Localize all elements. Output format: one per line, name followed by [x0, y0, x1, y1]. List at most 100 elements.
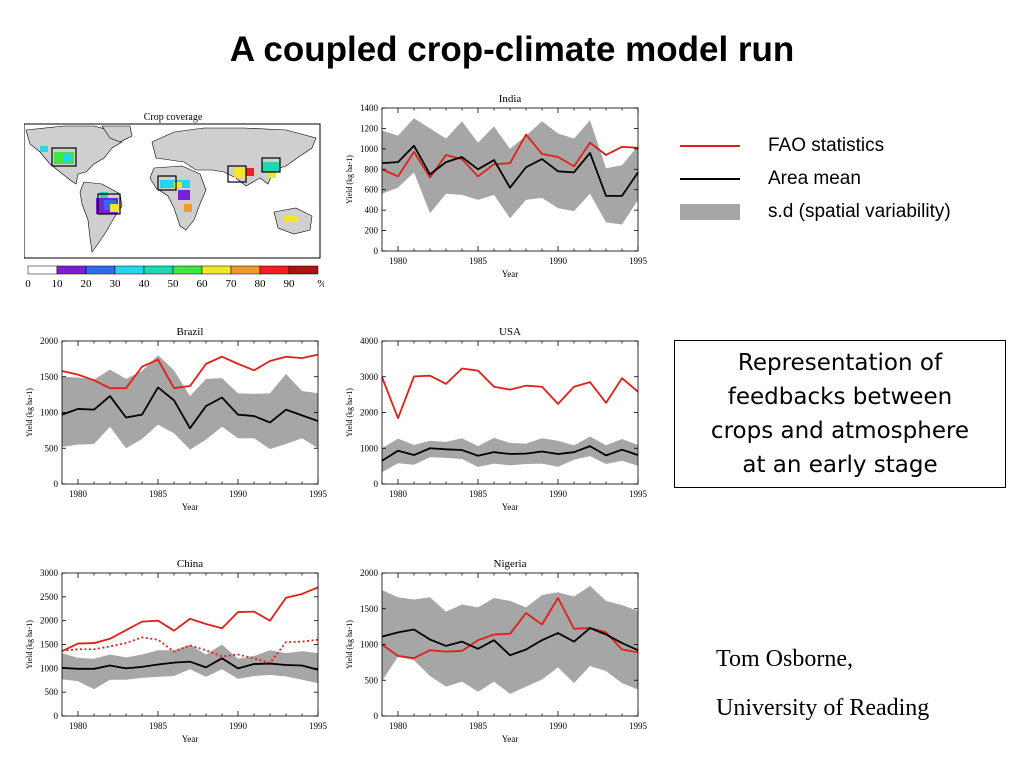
legend-area-mean-swatch	[680, 178, 740, 180]
colorbar-swatch	[230, 265, 261, 275]
y-tick-label: 500	[45, 443, 59, 453]
fao-line	[381, 367, 639, 420]
credit-affiliation: University of Reading	[716, 695, 930, 721]
y-tick-label: 1000	[360, 640, 379, 650]
chart-title: Brazil	[177, 326, 204, 338]
y-tick-label: 0	[54, 711, 59, 721]
area-mean-line	[381, 144, 639, 197]
y-tick-label: 800	[365, 164, 379, 174]
colorbar-tick-label: 60	[197, 278, 209, 290]
legend-sd-swatch	[680, 204, 740, 220]
chart-title: USA	[499, 326, 521, 338]
x-tick-label: 1990	[549, 721, 568, 731]
chart-title: India	[499, 93, 522, 105]
y-tick-label: 4000	[360, 336, 379, 346]
area-mean-line	[381, 627, 639, 657]
y-axis-label: Yield (kg ha-1)	[25, 620, 34, 669]
y-tick-label: 400	[365, 205, 379, 215]
y-tick-label: 200	[365, 226, 379, 236]
y-axis-label: Yield (kg ha-1)	[345, 155, 354, 204]
colorbar-tick-label: 40	[139, 278, 151, 290]
note-line: feedbacks between	[727, 384, 953, 410]
x-tick-label: 1995	[629, 721, 648, 731]
x-tick-label: 1985	[469, 721, 488, 731]
legend-area-mean-label: Area mean	[768, 168, 861, 189]
area-mean-line	[61, 386, 319, 430]
legend-fao-label: FAO statistics	[768, 135, 885, 156]
y-tick-label: 0	[374, 479, 379, 489]
colorbar-swatch	[56, 265, 87, 275]
chart-legend: FAO statistics Area mean s.d (spatial va…	[680, 130, 1010, 230]
map-svg: Crop coverage 0 10 20 30 40 50 60 7	[23, 112, 327, 290]
y-tick-label: 0	[54, 479, 59, 489]
y-axis-label: Yield (kg ha-1)	[345, 620, 354, 669]
legend-item-fao: FAO statistics	[680, 134, 884, 158]
x-tick-label: 1980	[69, 721, 88, 731]
y-tick-label: 1500	[40, 640, 59, 650]
china-chart: China 0 500 1000 1500 2000 2500 3000 1980 1985 199…	[25, 558, 328, 744]
y-axis-label: Yield (kg ha-1)	[25, 388, 34, 437]
x-tick-label: 1990	[549, 489, 568, 499]
y-tick-label: 1200	[360, 123, 379, 133]
sd-band	[62, 355, 318, 450]
y-tick-label: 500	[365, 675, 379, 685]
chart-title: China	[177, 558, 203, 570]
x-tick-label: 1990	[229, 489, 248, 499]
x-tick-label: 1980	[389, 256, 408, 266]
colorbar-tick-label: 80	[255, 278, 267, 290]
y-tick-label: 2000	[40, 336, 59, 346]
y-tick-label: 1000	[40, 663, 59, 673]
colorbar-swatch	[114, 265, 145, 275]
x-axis-label: Year	[182, 502, 199, 512]
x-axis-label: Year	[502, 734, 519, 744]
colorbar-tick-label: 30	[110, 278, 122, 290]
x-tick-label: 1985	[149, 489, 168, 499]
y-tick-label: 0	[374, 711, 379, 721]
europe-asia-shape	[151, 127, 317, 187]
y-tick-label: 1000	[360, 144, 379, 154]
legend-fao-swatch	[680, 145, 740, 147]
y-tick-label: 500	[45, 687, 59, 697]
note-line: Representation of	[737, 350, 943, 376]
fao-line	[381, 133, 639, 179]
fao-dotted-line	[61, 636, 319, 664]
y-axis-label: Yield (kg ha-1)	[345, 388, 354, 437]
nigeria-chart: Nigeria 0 500 1000 1500 2000 1980 1985 1990 1995 Y…	[345, 558, 648, 744]
greenland-shape	[101, 125, 133, 143]
y-tick-label: 1500	[360, 604, 379, 614]
legend-item-area-mean: Area mean	[680, 167, 861, 191]
legend-sd-label: s.d (spatial variability)	[768, 201, 951, 222]
fao-line	[61, 586, 319, 652]
colorbar-tick-label: 10	[52, 278, 64, 290]
y-tick-label: 3000	[40, 568, 59, 578]
colorbar-swatch	[172, 265, 203, 275]
y-tick-label: 600	[365, 185, 379, 195]
colorbar-swatch	[85, 265, 116, 275]
colorbar-swatch	[259, 265, 290, 275]
study-regions	[51, 147, 281, 215]
y-tick-label: 2000	[360, 408, 379, 418]
colorbar-tick-label: 70	[226, 278, 238, 290]
map-title: Crop coverage	[144, 112, 203, 123]
x-tick-label: 1995	[629, 489, 648, 499]
note-line: crops and atmosphere	[710, 418, 970, 444]
colorbar-swatch	[27, 265, 58, 275]
map-colorbar: 0 10 20 30 40 50 60 70 80 90%	[25, 265, 327, 290]
y-tick-label: 1000	[40, 408, 59, 418]
x-tick-label: 1995	[309, 489, 328, 499]
y-tick-label: 2500	[40, 592, 59, 602]
x-tick-label: 1985	[149, 721, 168, 731]
sd-band	[62, 644, 318, 690]
x-tick-label: 1995	[629, 256, 648, 266]
x-tick-label: 1980	[69, 489, 88, 499]
brazil-chart: Brazil 0 500 1000 1500 2000 1980 1985 1990 1995 Ye…	[25, 326, 328, 512]
colorbar-tick-label: %	[317, 278, 324, 290]
y-tick-label: 1400	[360, 103, 379, 113]
legend-item-sd: s.d (spatial variability)	[680, 200, 951, 224]
crop-patches	[40, 146, 298, 222]
sd-band	[382, 585, 638, 694]
x-tick-label: 1990	[229, 721, 248, 731]
x-tick-label: 1990	[549, 256, 568, 266]
y-tick-label: 2000	[40, 616, 59, 626]
x-axis-label: Year	[502, 269, 519, 279]
